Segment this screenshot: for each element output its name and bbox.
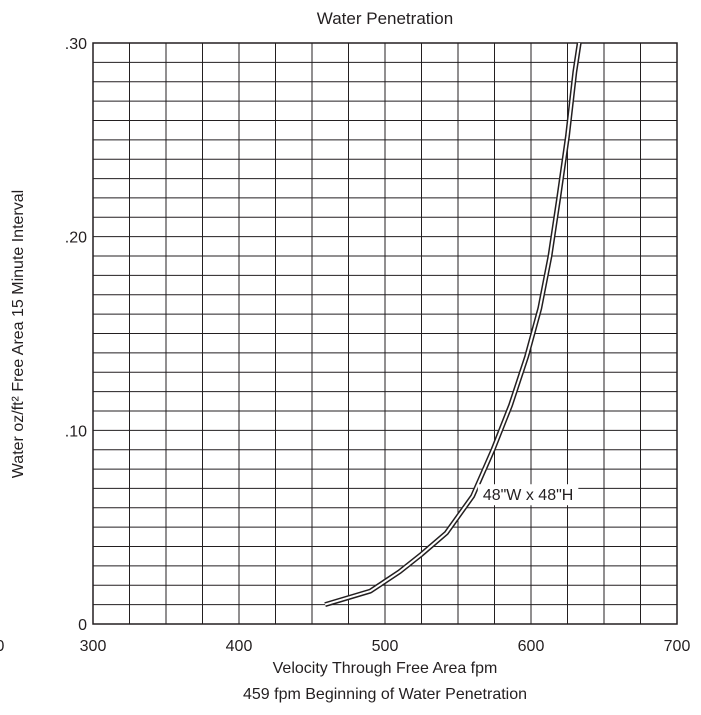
x-tick-label-extra: 0 [0, 638, 5, 655]
series-line-outer [324, 42, 582, 607]
curve-group [324, 42, 582, 607]
grid [92, 42, 678, 625]
y-axis-label: Water oz/ft² Free Area 15 Minute Interva… [10, 190, 27, 478]
annotation-background [477, 484, 579, 506]
x-tick-label: 300 [80, 638, 107, 655]
annotation-label: 48"W x 48"H [483, 487, 574, 504]
y-tick-label: .10 [65, 423, 87, 440]
y-tick-label: .30 [65, 36, 87, 53]
x-axis-sublabel: 459 fpm Beginning of Water Penetration [243, 686, 527, 703]
x-tick-label: 400 [226, 638, 253, 655]
y-tick-label: 0 [78, 617, 87, 634]
series-line-inner [324, 42, 581, 606]
x-axis-label: Velocity Through Free Area fpm [273, 660, 498, 677]
x-tick-label: 600 [518, 638, 545, 655]
chart-title: Water Penetration [317, 9, 453, 28]
x-tick-label: 500 [372, 638, 399, 655]
y-tick-label: .20 [65, 230, 87, 247]
plot-frame [92, 42, 678, 625]
series-annotation: 48"W x 48"H [477, 484, 579, 506]
tick-labels: 300 400 500 600 700 0 .10 .20 .30 0 [0, 36, 690, 655]
x-tick-label: 700 [664, 638, 691, 655]
